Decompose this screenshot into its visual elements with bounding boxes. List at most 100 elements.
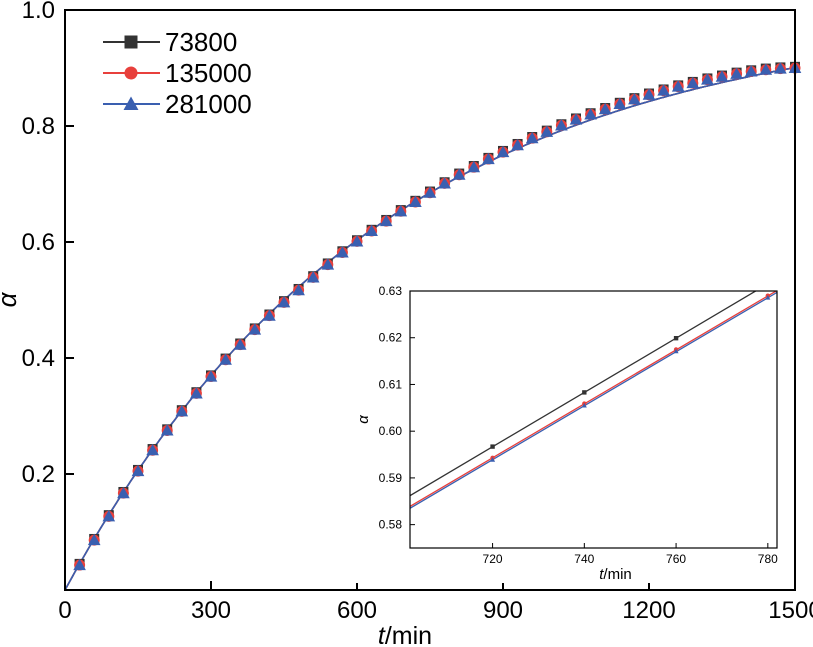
main-x-tick-label: 0: [58, 597, 71, 624]
inset-x-tick-label: 780: [758, 552, 778, 566]
data-point-281000: [423, 186, 437, 198]
data-point-281000: [555, 119, 568, 131]
data-point-281000: [263, 309, 276, 321]
inset-y-tick-label: 0.60: [379, 424, 403, 438]
data-point-281000: [452, 168, 466, 180]
inset-line-135000: [410, 291, 777, 507]
inset-x-axis-label: t/min: [599, 566, 632, 583]
data-point-281000: [744, 65, 758, 77]
data-point-281000: [409, 195, 422, 208]
inset-point-73800: [582, 390, 587, 395]
data-point-281000: [219, 353, 232, 365]
data-point-281000: [394, 204, 408, 217]
legend-marker-73800: [124, 35, 138, 49]
inset-series-layer: [410, 291, 777, 509]
inset-x-tick-label: 740: [574, 552, 594, 566]
data-point-281000: [190, 387, 203, 399]
inset-plot: 720 740 760 780 0.58 0.59 0.60 0.61 0.62 0.63 t/…: [354, 281, 785, 583]
data-point-281000: [628, 92, 641, 105]
legend-marker-281000: [123, 96, 139, 110]
legend-label-73800: 73800: [165, 27, 237, 57]
data-point-281000: [467, 160, 481, 173]
inset-x-axis-label-italic: t: [599, 566, 604, 583]
inset-point-281000: [490, 457, 496, 462]
data-point-281000: [233, 338, 247, 350]
data-point-281000: [511, 138, 524, 151]
data-point-281000: [671, 80, 685, 92]
data-point-281000: [642, 88, 656, 100]
data-point-281000: [730, 67, 743, 79]
main-x-axis-label-italic: t: [378, 622, 386, 647]
data-point-281000: [175, 405, 189, 417]
main-y-tick-label: 0.2: [22, 461, 55, 488]
data-point-281000: [774, 62, 787, 74]
inset-point-281000: [765, 295, 771, 300]
inset-x-tick-label: 720: [483, 552, 503, 566]
data-point-281000: [525, 131, 539, 144]
data-point-281000: [759, 63, 773, 75]
inset-point-281000: [581, 402, 587, 408]
data-point-281000: [102, 510, 116, 522]
inset-y-tick-label: 0.63: [379, 284, 403, 298]
main-y-tick-label: 0.4: [22, 345, 55, 372]
data-point-281000: [715, 70, 729, 82]
main-y-axis-label: α: [0, 291, 22, 307]
inset-plot-background: [354, 281, 785, 583]
data-point-281000: [584, 108, 597, 120]
data-point-281000: [146, 443, 159, 456]
data-point-281000: [350, 235, 364, 247]
inset-line-281000: [410, 291, 777, 509]
inset-point-73800: [490, 444, 495, 449]
data-point-281000: [131, 464, 145, 477]
inset-point-73800: [673, 335, 679, 341]
inset-y-axis-label: α: [355, 415, 372, 424]
data-point-281000: [569, 113, 583, 125]
data-point-281000: [496, 145, 510, 158]
data-point-281000: [117, 486, 130, 499]
main-x-tick-label: 300: [191, 597, 231, 624]
data-point-281000: [379, 214, 393, 227]
data-point-281000: [598, 102, 612, 115]
data-point-281000: [248, 323, 262, 335]
data-point-281000: [657, 84, 670, 96]
data-point-281000: [365, 224, 378, 237]
main-plot-frame: [64, 9, 796, 591]
data-point-281000: [482, 152, 495, 165]
legend-label-281000: 281000: [165, 89, 252, 119]
data-point-281000: [292, 283, 305, 296]
main-x-axis-label: t/min: [378, 622, 432, 647]
data-point-281000: [438, 177, 451, 189]
main-x-tick-label: 600: [337, 597, 377, 624]
data-point-281000: [613, 97, 627, 110]
inset-y-tick-label: 0.58: [379, 518, 403, 532]
main-series-layer: [64, 61, 802, 591]
inset-line-73800: [410, 291, 757, 497]
main-x-axis-label-unit: /min: [385, 622, 432, 647]
data-point-281000: [321, 258, 335, 270]
data-point-281000: [73, 558, 86, 571]
data-point-281000: [540, 125, 554, 137]
inset-y-axis: 0.58 0.59 0.60 0.61 0.62 0.63: [379, 284, 415, 532]
inset-y-tick-label: 0.59: [379, 471, 403, 485]
data-point-281000: [204, 370, 218, 382]
inset-y-tick-label: 0.62: [379, 331, 403, 345]
main-y-tick-label: 1.0: [22, 0, 55, 24]
data-point-281000: [306, 271, 320, 283]
data-point-281000: [87, 533, 101, 546]
data-point-281000: [277, 295, 291, 308]
inset-plot-frame: [409, 290, 778, 549]
main-x-tick-label: 1200: [622, 597, 675, 624]
data-point-281000: [336, 246, 349, 258]
inset-y-tick-label: 0.61: [379, 377, 403, 391]
data-point-281000: [686, 76, 700, 89]
main-y-tick-label: 0.8: [22, 113, 55, 140]
legend-label-135000: 135000: [165, 58, 252, 88]
data-point-281000: [160, 424, 174, 436]
inset-x-axis: 720 740 760 780: [483, 543, 778, 566]
main-y-tick-label: 0.6: [22, 229, 55, 256]
data-point-281000: [701, 73, 714, 85]
